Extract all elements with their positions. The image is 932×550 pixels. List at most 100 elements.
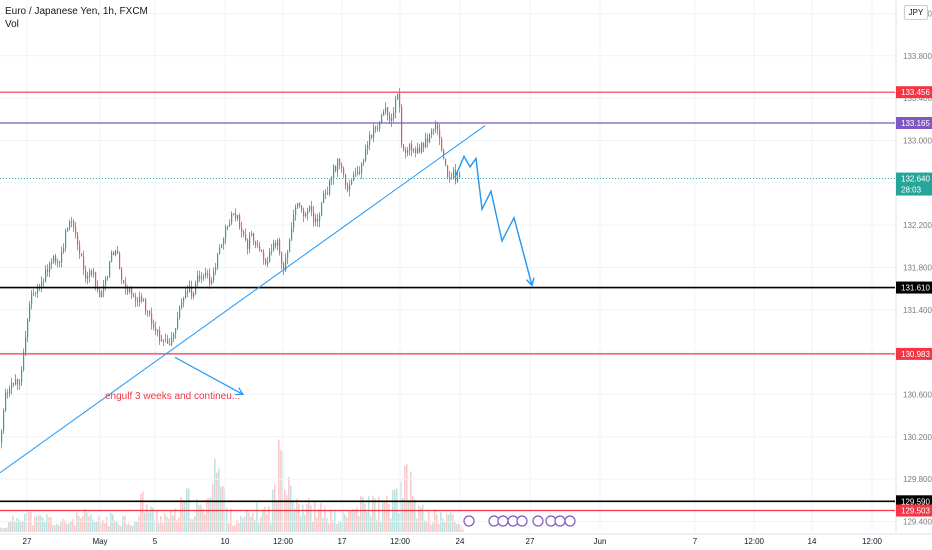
candle-body: [303, 209, 305, 217]
candle-body: [403, 144, 405, 150]
candle-body: [231, 214, 233, 224]
candle-body: [61, 251, 63, 263]
candle-body: [237, 215, 239, 219]
candle-body: [339, 159, 341, 165]
volume-bar: [326, 518, 328, 532]
volume-bar: [50, 517, 52, 532]
volume-bar: [376, 519, 378, 532]
candle-body: [277, 240, 279, 246]
volume-bar: [152, 507, 154, 532]
time-tick-label: 12:00: [744, 537, 765, 546]
annotation-arrow: [174, 356, 244, 395]
volume-bar: [236, 519, 238, 532]
candle-body: [271, 250, 273, 252]
candle-body: [221, 244, 223, 248]
volume-bar: [384, 500, 386, 532]
candle-body: [147, 311, 149, 313]
candle-body: [131, 287, 133, 295]
candle-body: [77, 234, 79, 246]
candle-body: [371, 135, 373, 138]
volume-bar: [148, 512, 150, 532]
candle-body: [183, 298, 185, 303]
volume-bar: [54, 525, 56, 532]
candle-body: [67, 227, 69, 231]
volume-bar: [216, 472, 218, 532]
volume-bar: [20, 521, 22, 532]
countdown-timer: 28:03: [901, 186, 922, 195]
volume-bar: [244, 516, 246, 532]
candle-body: [441, 138, 443, 151]
volume-bar: [192, 519, 194, 532]
candle-body: [385, 107, 387, 112]
volume-bar: [302, 504, 304, 532]
candle-body: [335, 165, 337, 172]
candle-body: [413, 149, 415, 151]
volume-bar: [208, 498, 210, 532]
candle-body: [145, 299, 147, 312]
candle-body: [133, 294, 135, 297]
volume-bar: [58, 525, 60, 532]
candle-body: [81, 253, 83, 257]
candle-body: [255, 241, 257, 246]
volume-bar: [86, 512, 88, 532]
volume-bar: [374, 498, 376, 532]
candle-body: [327, 192, 329, 194]
volume-indicator-label[interactable]: Vol: [5, 19, 19, 30]
candle-body: [279, 240, 281, 254]
currency-button[interactable]: JPY: [904, 5, 928, 20]
volume-bar: [250, 516, 252, 532]
current-price-tag: [896, 172, 932, 196]
volume-bar: [380, 521, 382, 532]
level-tag: [896, 116, 932, 129]
candle-body: [189, 286, 191, 293]
volume-bar: [338, 521, 340, 532]
volume-bar: [424, 520, 426, 532]
candle-body: [101, 292, 103, 298]
candle-body: [193, 293, 195, 297]
candle-body: [49, 263, 51, 272]
volume-bar: [92, 519, 94, 532]
candle-body: [79, 245, 81, 254]
volume-bar: [312, 521, 314, 532]
candle-body: [437, 124, 439, 130]
candle-body: [35, 293, 37, 294]
candle-body: [257, 245, 259, 247]
time-tick-label: 10: [221, 537, 230, 546]
level-tag: [896, 495, 932, 508]
volume-bar: [138, 516, 140, 532]
candle-body: [229, 223, 231, 226]
volume-bar: [362, 497, 364, 532]
volume-bar: [212, 484, 214, 532]
candle-body: [383, 111, 385, 116]
candle-body: [451, 178, 453, 180]
candle-body: [155, 327, 157, 331]
candle-body: [201, 277, 203, 279]
candle-body: [395, 99, 397, 113]
volume-bar: [78, 515, 80, 532]
volume-bar: [18, 519, 20, 532]
volume-bar: [34, 516, 36, 532]
candle-body: [215, 267, 217, 272]
candle-body: [95, 272, 97, 287]
volume-bar: [210, 497, 212, 532]
candle-body: [297, 203, 299, 207]
candle-body: [315, 218, 317, 223]
candle-body: [243, 231, 245, 235]
candle-body: [163, 339, 165, 341]
volume-bar: [256, 502, 258, 532]
candle-body: [329, 180, 331, 194]
volume-bar: [412, 495, 414, 532]
volume-bar: [288, 476, 290, 532]
price-tick-label: 132.200: [903, 221, 932, 230]
candle-body: [425, 137, 427, 148]
volume-bar: [416, 518, 418, 532]
volume-bar: [102, 520, 104, 532]
volume-bar: [106, 516, 108, 532]
volume-bar: [120, 525, 122, 532]
volume-bar: [258, 522, 260, 532]
candle-body: [73, 221, 75, 227]
volume-bar: [88, 516, 90, 532]
volume-layer: [0, 439, 464, 532]
